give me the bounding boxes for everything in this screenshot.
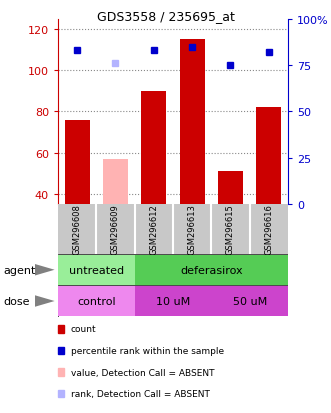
Text: 10 uM: 10 uM (156, 296, 190, 306)
Text: GSM296615: GSM296615 (226, 204, 235, 255)
FancyBboxPatch shape (250, 205, 288, 254)
Text: rank, Detection Call = ABSENT: rank, Detection Call = ABSENT (71, 389, 210, 398)
Text: 50 uM: 50 uM (232, 296, 267, 306)
FancyBboxPatch shape (58, 287, 135, 316)
Text: count: count (71, 325, 96, 334)
Text: GSM296612: GSM296612 (149, 204, 158, 255)
Text: GDS3558 / 235695_at: GDS3558 / 235695_at (97, 10, 234, 23)
FancyBboxPatch shape (58, 205, 96, 254)
Bar (180, 40, 205, 204)
Text: GSM296608: GSM296608 (72, 204, 82, 255)
Text: GSM296609: GSM296609 (111, 204, 120, 255)
Text: value, Detection Call = ABSENT: value, Detection Call = ABSENT (71, 368, 214, 377)
Text: deferasirox: deferasirox (180, 265, 243, 275)
Bar (256, 108, 281, 204)
Bar (65, 120, 90, 204)
FancyBboxPatch shape (58, 255, 135, 285)
FancyBboxPatch shape (96, 205, 134, 254)
FancyBboxPatch shape (212, 205, 250, 254)
Text: agent: agent (3, 265, 36, 275)
Text: percentile rank within the sample: percentile rank within the sample (71, 346, 224, 355)
FancyBboxPatch shape (211, 287, 288, 316)
FancyBboxPatch shape (135, 287, 211, 316)
FancyBboxPatch shape (135, 255, 288, 285)
Bar (103, 159, 128, 204)
Polygon shape (35, 264, 55, 276)
Bar (218, 172, 243, 204)
Polygon shape (35, 296, 55, 307)
FancyBboxPatch shape (173, 205, 211, 254)
Text: GSM296613: GSM296613 (188, 204, 197, 255)
Text: dose: dose (3, 296, 30, 306)
Bar (141, 92, 166, 204)
Text: control: control (77, 296, 116, 306)
Text: GSM296616: GSM296616 (264, 204, 273, 255)
Text: untreated: untreated (69, 265, 124, 275)
FancyBboxPatch shape (135, 205, 173, 254)
